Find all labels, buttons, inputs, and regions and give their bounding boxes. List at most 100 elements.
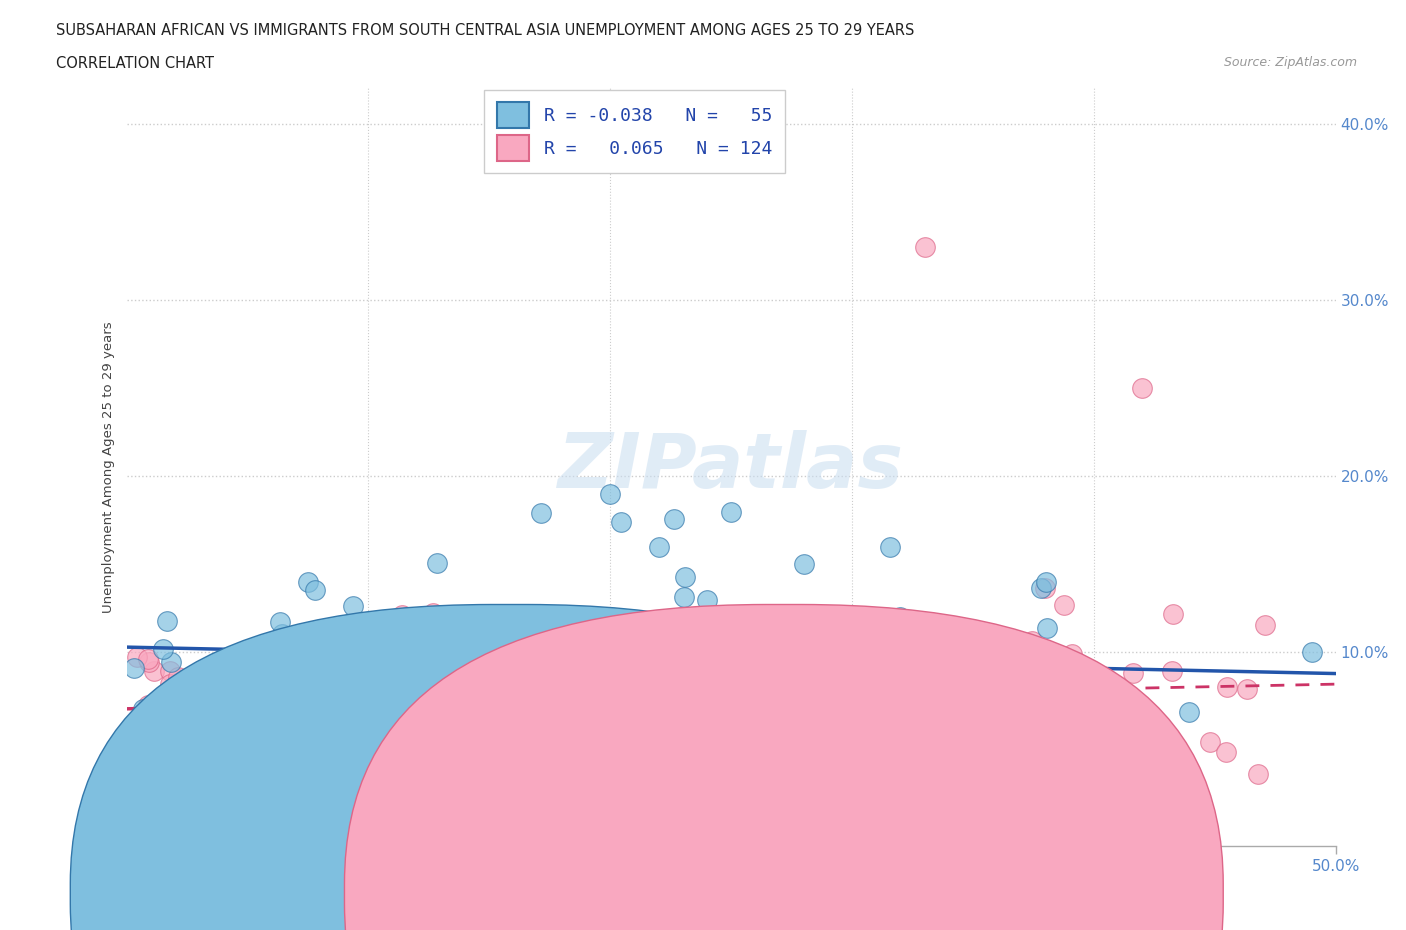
Point: [128, 762, 150, 777]
Point: [1161, 606, 1184, 621]
Point: [269, 615, 291, 630]
Point: [167, 688, 190, 703]
Point: [568, 800, 591, 815]
Point: [534, 679, 557, 694]
Point: [120, 781, 142, 796]
Point: [1029, 580, 1052, 595]
Point: [132, 701, 155, 716]
Point: [1021, 633, 1043, 648]
Text: Sub-Saharan Africans: Sub-Saharan Africans: [534, 886, 683, 901]
Point: [159, 663, 181, 678]
Point: [193, 756, 215, 771]
Point: [208, 772, 231, 787]
Point: [169, 679, 191, 694]
Point: [250, 674, 273, 689]
Point: [1122, 666, 1144, 681]
Point: [179, 746, 201, 761]
Point: [127, 802, 149, 817]
Point: [1130, 380, 1153, 395]
Point: [879, 611, 901, 626]
Point: [160, 724, 183, 738]
Point: [254, 764, 277, 779]
Point: [1043, 683, 1066, 698]
Point: [863, 670, 886, 684]
Point: [136, 698, 159, 712]
Point: [821, 665, 844, 680]
Point: [138, 655, 160, 670]
Point: [921, 782, 943, 797]
Point: [546, 614, 568, 629]
Point: [610, 515, 633, 530]
Point: [125, 650, 148, 665]
Point: [830, 802, 852, 817]
Point: [1083, 698, 1105, 712]
Point: [270, 627, 292, 642]
Point: [1053, 597, 1076, 612]
Point: [1083, 735, 1105, 750]
Point: [825, 639, 848, 654]
Point: [889, 610, 911, 625]
Point: [247, 693, 270, 708]
Point: [142, 664, 165, 679]
Point: [711, 769, 734, 784]
Point: [270, 703, 292, 718]
Point: [117, 820, 139, 835]
Point: [302, 779, 325, 794]
Point: [541, 664, 564, 679]
Point: [513, 613, 536, 628]
Point: [153, 688, 176, 703]
Point: [141, 747, 163, 762]
Point: [240, 687, 263, 702]
Point: [391, 608, 413, 623]
Point: [517, 691, 540, 706]
Y-axis label: Unemployment Among Ages 25 to 29 years: Unemployment Among Ages 25 to 29 years: [103, 322, 115, 613]
Point: [283, 768, 305, 783]
Point: [478, 633, 501, 648]
Point: [1216, 680, 1239, 695]
Point: [879, 732, 901, 747]
Point: [530, 505, 553, 520]
Point: [366, 766, 388, 781]
Point: [184, 726, 207, 741]
Point: [551, 645, 574, 660]
Point: [249, 639, 271, 654]
Point: [330, 631, 353, 645]
Point: [720, 504, 742, 519]
Point: [1236, 682, 1258, 697]
Point: [124, 660, 146, 675]
Point: [127, 765, 149, 780]
Point: [986, 703, 1008, 718]
Point: [131, 782, 153, 797]
Point: [225, 805, 247, 820]
Point: [1215, 745, 1237, 760]
Point: [342, 599, 364, 614]
Point: [576, 756, 599, 771]
Point: [609, 735, 631, 750]
Point: [305, 796, 328, 811]
Point: [789, 653, 811, 668]
Point: [869, 632, 891, 647]
Text: Immigrants from South Central Asia: Immigrants from South Central Asia: [808, 886, 1059, 901]
Point: [260, 714, 283, 729]
Point: [621, 786, 644, 801]
Point: [1038, 675, 1060, 690]
Point: [626, 730, 648, 745]
Point: [647, 712, 669, 727]
Point: [239, 732, 262, 747]
Legend: R = -0.038   N =   55, R =   0.065   N = 124: R = -0.038 N = 55, R = 0.065 N = 124: [484, 90, 785, 173]
Point: [1301, 645, 1323, 660]
Point: [388, 775, 411, 790]
Point: [225, 647, 247, 662]
Point: [128, 800, 150, 815]
Point: [142, 777, 165, 791]
Point: [167, 670, 190, 684]
Text: ZIPatlas: ZIPatlas: [558, 431, 904, 504]
Point: [550, 732, 572, 747]
Point: [426, 556, 449, 571]
Point: [1036, 620, 1059, 635]
Point: [193, 704, 215, 719]
Point: [176, 748, 198, 763]
Point: [912, 616, 935, 631]
Text: CORRELATION CHART: CORRELATION CHART: [56, 56, 214, 71]
Point: [152, 642, 174, 657]
